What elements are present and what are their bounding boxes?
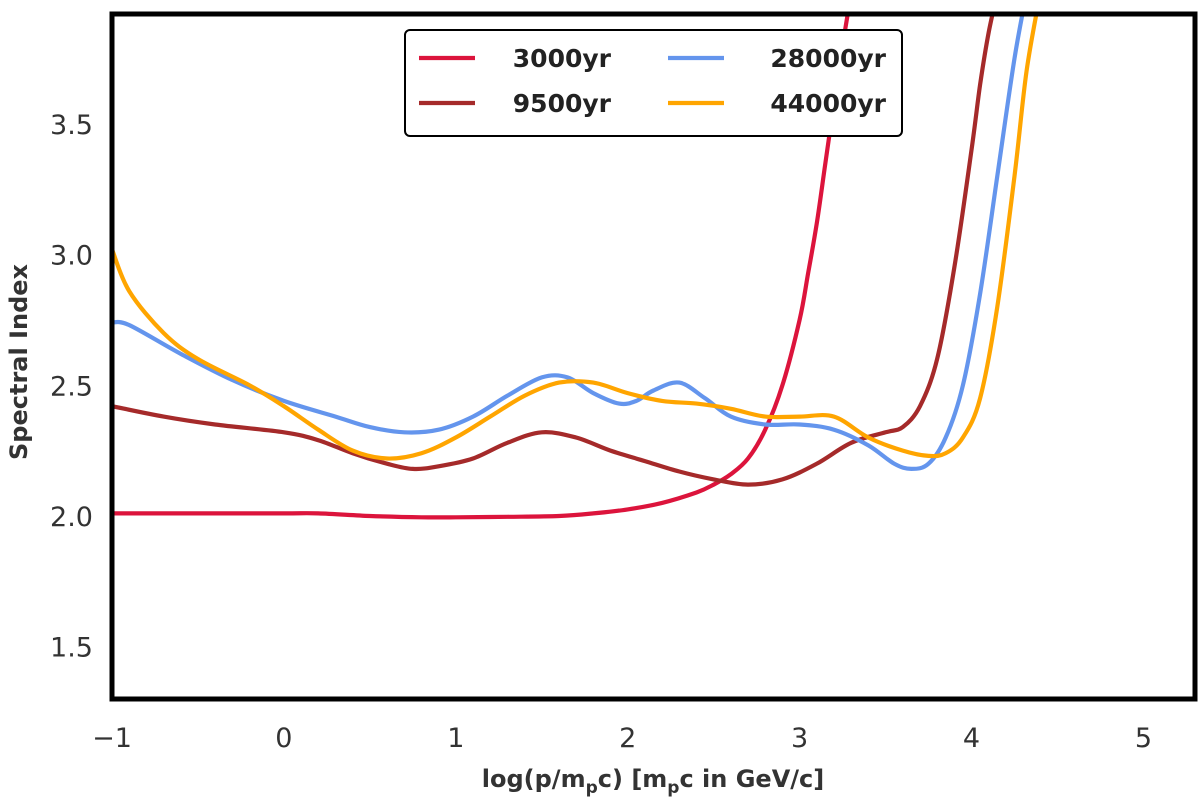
x-tick-label: 2 [619,723,636,754]
x-tick-label: 5 [1135,723,1152,754]
y-tick-label: 2.5 [50,371,93,402]
series-line-28000yr [112,14,1025,471]
series-line-9500yr [112,14,995,487]
y-tick-label: 1.5 [50,633,93,664]
series-line-3000yr [112,14,850,520]
legend-label: 44000yr [770,89,886,118]
x-tick-label: −1 [92,723,132,754]
y-tick-label: 3.0 [50,241,93,272]
x-tick-label: 4 [963,723,980,754]
x-tick-label: 0 [275,723,292,754]
curves-layer [112,14,1039,520]
legend-label: 28000yr [770,44,886,73]
legend-box [404,29,903,137]
y-tick-label: 2.0 [50,502,93,533]
legend: 3000yr 9500yr 28000yr 44000yr [404,29,903,137]
x-axis-title: log(p/mpc) [mpc in GeV/c] [482,765,824,798]
legend-label: 3000yr [513,44,612,73]
y-axis-title: Spectral Index [5,263,33,460]
y-tick-label: 3.5 [50,110,93,141]
legend-label: 9500yr [513,89,612,118]
plot-frame [109,11,1198,702]
x-tick-label: 3 [791,723,808,754]
x-tick-label: 1 [447,723,464,754]
x-axis: −1 0 1 2 3 4 5 [92,723,1152,754]
series-line-44000yr [112,14,1039,461]
y-axis: 1.5 2.0 2.5 3.0 3.5 [50,110,93,664]
